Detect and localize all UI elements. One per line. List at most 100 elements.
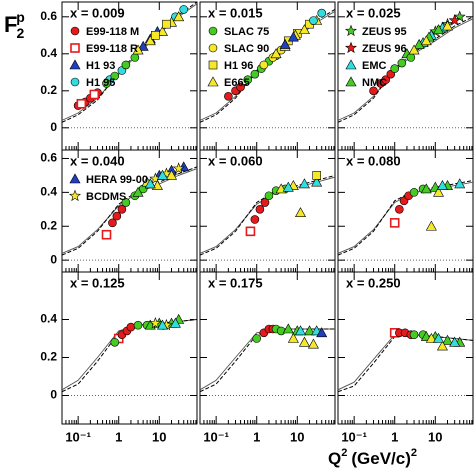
data-point (409, 188, 419, 197)
data-point (311, 176, 323, 187)
legend-marker (208, 43, 218, 53)
x-label-unit: (GeV/c) (351, 449, 411, 468)
data-point (89, 89, 100, 100)
data-point (260, 198, 270, 207)
data-point (243, 75, 253, 84)
legend-label: H1 93 (86, 60, 115, 72)
model-curve-dashed (62, 166, 197, 256)
y-tick-label: 0 (50, 388, 57, 402)
x-label-base: Q (328, 449, 341, 468)
data-point (126, 322, 136, 332)
x-tick-label: 1 (115, 429, 122, 444)
legend-label: ZEUS 96 (362, 43, 407, 55)
data-point (144, 35, 156, 46)
data-point (432, 332, 445, 343)
panel-title: x = 0.009 (70, 5, 125, 20)
data-point (179, 5, 189, 14)
data-point (432, 24, 445, 35)
panel-title: x = 0.080 (346, 153, 401, 168)
data-point (76, 98, 87, 109)
x-label-unit-sup: 2 (411, 447, 417, 459)
data-point (425, 332, 437, 343)
panel-title: x = 0.060 (208, 153, 263, 168)
panel-frame (337, 271, 474, 425)
legend-marker (68, 189, 82, 202)
data-point (303, 325, 316, 336)
legend-marker (208, 60, 218, 70)
data-point (409, 330, 419, 340)
data-point (156, 169, 169, 180)
x-tick-label: 10⁻¹ (203, 429, 229, 444)
data-point (270, 48, 282, 59)
legend-marker (208, 26, 218, 36)
legend-marker (207, 76, 219, 87)
data-point (294, 207, 307, 217)
data-point (282, 181, 294, 192)
legend-marker (70, 77, 80, 87)
panel-title: x = 0.175 (208, 275, 263, 290)
legend-label: EMC (362, 60, 387, 72)
data-point (425, 220, 437, 231)
data-point (395, 205, 404, 214)
panel-title: x = 0.025 (346, 5, 401, 20)
legend-label: BCDMS (86, 191, 126, 203)
data-point (236, 82, 245, 92)
y-tick-label: 0.2 (40, 218, 57, 232)
legend-marker (70, 26, 80, 36)
panel-frame (199, 271, 336, 425)
data-point (173, 11, 185, 22)
data-point (172, 162, 185, 174)
model-curve-dashed (200, 328, 335, 393)
legend-marker (345, 76, 357, 87)
legend-label: ZEUS 95 (362, 26, 407, 38)
data-point (259, 60, 269, 70)
y-tick-label: 0.6 (40, 151, 57, 165)
data-point (309, 16, 318, 25)
panel-frame (61, 271, 198, 425)
data-point (156, 25, 169, 36)
data-point (307, 338, 319, 349)
data-point (449, 336, 461, 347)
data-point (252, 334, 262, 343)
data-point (294, 325, 307, 336)
data-point (165, 169, 178, 180)
data-point (245, 226, 256, 237)
data-point (408, 44, 420, 55)
data-point (406, 53, 416, 62)
y-tick-label: 0.4 (40, 185, 57, 199)
y-axis-label: F2p (4, 9, 25, 41)
data-point (298, 178, 310, 189)
data-point (282, 323, 294, 334)
y-tick-label: 0.4 (40, 312, 57, 326)
panel-title: x = 0.125 (70, 275, 125, 290)
legend-label: E99-118 R (86, 43, 138, 55)
data-point (250, 215, 260, 224)
data-point (250, 69, 260, 79)
y-label-sub: 2 (16, 25, 24, 41)
data-point (312, 171, 321, 180)
x-tick-label: 10 (428, 429, 442, 444)
data-point (316, 327, 328, 338)
data-point (420, 183, 432, 194)
data-point (389, 218, 400, 228)
legend-marker (344, 24, 358, 37)
x-tick-label: 1 (391, 429, 398, 444)
legend-label: SLAC 75 (224, 26, 269, 38)
y-tick-label: 0.4 (40, 46, 57, 60)
x-tick-label: 10⁻¹ (341, 429, 367, 444)
data-point (436, 179, 448, 190)
data-point (102, 79, 111, 88)
data-point (224, 92, 233, 101)
x-tick-label: 10 (152, 429, 166, 444)
legend-marker (69, 173, 81, 184)
data-point (279, 38, 291, 49)
data-point (112, 211, 122, 221)
y-tick-label: 0.6 (40, 9, 57, 23)
data-point (121, 60, 131, 70)
panel-title: x = 0.015 (208, 5, 263, 20)
data-point (255, 205, 265, 214)
data-point (454, 178, 466, 189)
data-point (101, 229, 112, 240)
y-label-base: F (4, 12, 17, 37)
legend-marker (70, 43, 80, 53)
